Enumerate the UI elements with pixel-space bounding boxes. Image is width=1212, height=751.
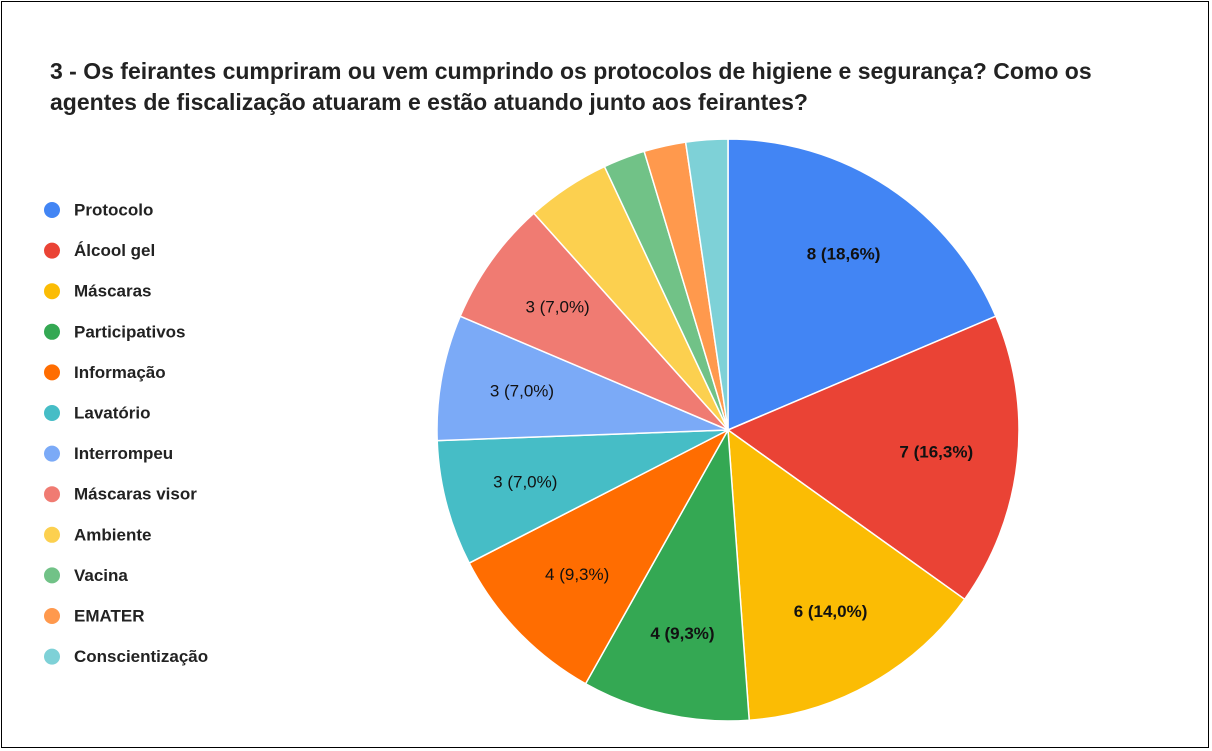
pie-slice [436, 315, 729, 442]
pie-slice [459, 212, 729, 431]
pie-slice [727, 428, 966, 722]
data-label: 7 (16,3%) [899, 442, 973, 461]
legend-label: Conscientização [74, 647, 208, 666]
legend-swatch [44, 486, 60, 503]
data-label: 4 (9,3%) [650, 624, 714, 643]
pie-slice [584, 427, 751, 722]
legend-swatch [44, 405, 60, 421]
legend-label: Vacina [74, 566, 128, 585]
legend-swatch [44, 323, 60, 340]
legend-swatch [44, 445, 60, 462]
legend-label: Máscaras visor [74, 485, 197, 504]
legend-swatch [44, 364, 60, 381]
legend-label: EMATER [74, 606, 145, 625]
legend-label: Álcool gel [74, 241, 155, 260]
legend-swatch [44, 608, 60, 624]
legend-swatch [44, 242, 60, 259]
data-label: 3 (7,0%) [490, 381, 554, 400]
data-label: 3 (7,0%) [493, 472, 557, 491]
pie-slice [727, 138, 997, 432]
legend-label: Protocolo [74, 200, 153, 219]
pie-slice [684, 138, 729, 431]
data-label: 3 (7,0%) [525, 298, 589, 317]
chart-title: 3 - Os feirantes cumpriram ou vem cumpri… [50, 58, 1092, 115]
legend-label: Informação [74, 363, 166, 382]
legend-swatch [44, 526, 60, 543]
data-label: 4 (9,3%) [545, 565, 609, 584]
data-label: 8 (18,6%) [807, 245, 881, 264]
legend-label: Interrompeu [74, 444, 173, 463]
legend-label: Ambiente [74, 525, 151, 544]
legend-label: Máscaras [74, 282, 152, 301]
pie-slice [726, 315, 1020, 601]
legend-swatch [44, 567, 60, 584]
legend-swatch [44, 202, 60, 218]
data-label: 6 (14,0%) [794, 602, 868, 621]
pie-slice [468, 428, 730, 685]
legend-swatch [44, 648, 60, 665]
legend-label: Participativos [74, 322, 186, 341]
pie-slice [436, 429, 729, 565]
legend-label: Lavatório [74, 403, 151, 422]
legend-swatch [44, 283, 60, 300]
